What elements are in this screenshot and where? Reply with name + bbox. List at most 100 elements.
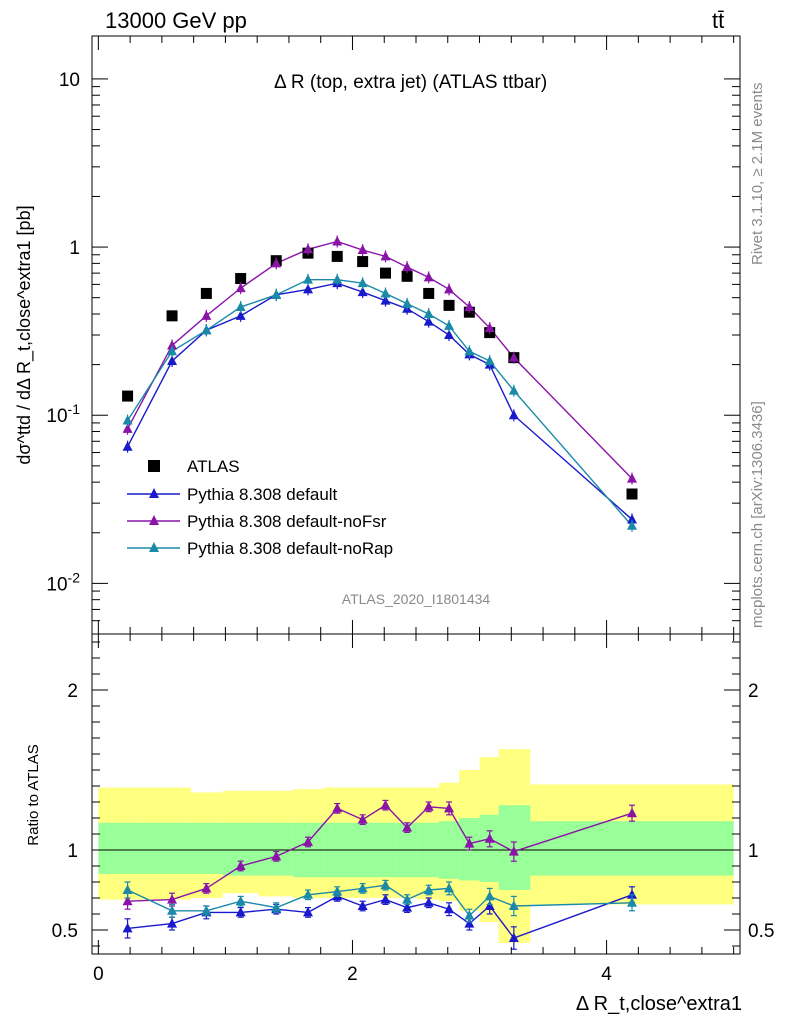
mc-data-point: [423, 308, 434, 318]
mc-data-point: [201, 324, 212, 335]
ratio-point: [464, 918, 475, 928]
ratio-point: [235, 860, 246, 870]
mc-data-point: [357, 286, 368, 297]
ratio-point: [627, 807, 637, 818]
legend-label: Pythia 8.308 default-noFsr: [187, 512, 387, 531]
mc-data-point: [627, 513, 637, 524]
ratio-y-tick-label-right: 2: [748, 681, 759, 702]
ratio-point: [444, 882, 455, 893]
legend-marker: [149, 542, 159, 552]
ratio-point: [122, 895, 133, 906]
ratio-point: [271, 850, 282, 861]
series-line-3: [126, 278, 633, 527]
ratio-y-tick-label-left: 2: [67, 681, 78, 702]
mc-data-point: [167, 355, 178, 366]
ratio-point: [235, 906, 246, 917]
ratio-point: [357, 900, 368, 910]
legend-label: ATLAS: [187, 457, 240, 476]
ratio-point: [380, 799, 391, 810]
mc-data-point: [380, 250, 391, 261]
mc-data-point: [235, 310, 246, 320]
atlas-data-point: [235, 273, 247, 285]
mc-data-point: [332, 235, 343, 246]
mc-data-point: [167, 339, 178, 350]
mc-data-point: [508, 385, 519, 395]
ratio-point: [332, 886, 343, 896]
atlas-data-point: [200, 287, 212, 299]
inner-band-bin: [191, 822, 223, 874]
legend-marker-atlas: [148, 460, 160, 472]
mc-data-point: [484, 355, 495, 366]
ratio-line-0: [127, 894, 633, 939]
mcplots-label: mcplots.cern.ch [arXiv:1306.3436]: [749, 401, 766, 628]
ratio-point: [402, 894, 413, 904]
legend-marker: [149, 488, 159, 498]
mc-data-point: [423, 316, 434, 326]
atlas-data-point: [443, 299, 455, 311]
ratio-point: [235, 895, 246, 906]
ratio-panel: 0.5 0.5 1 1 2 2 0 2 4 Ratio to ATLAS Δ R_t,clos…: [25, 633, 774, 1015]
ratio-point: [423, 801, 434, 811]
ratio-point: [423, 884, 434, 894]
ratio-point: [444, 903, 455, 914]
inner-band-bin: [98, 822, 143, 874]
mc-data-point: [380, 287, 391, 298]
x-tick-label: 2: [347, 964, 358, 985]
mc-data-point: [235, 301, 246, 312]
ratio-point: [122, 922, 133, 933]
y-tick-label: 10-2: [46, 569, 80, 595]
mc-data-point: [122, 423, 133, 433]
main-series-markers: [122, 235, 638, 532]
mc-data-point: [423, 271, 434, 282]
ratio-point: [423, 897, 434, 907]
ratio-point: [303, 906, 313, 917]
ratio-point: [357, 882, 368, 893]
rivet-label: Rivet 3.1.10, ≥ 2.1M events: [749, 83, 766, 266]
legend: ATLAS Pythia 8.308 default Pythia 8.308 de…: [127, 457, 393, 558]
ratio-point: [464, 910, 475, 920]
ratio-point: [444, 802, 455, 813]
ratio-point: [484, 900, 495, 910]
atlas-data-point: [380, 267, 392, 279]
ratio-point: [402, 902, 413, 912]
mc-data-point: [122, 441, 133, 451]
main-tick-labels: 10-2 10-1 1 10: [46, 70, 80, 595]
ratio-point: [271, 902, 282, 912]
ratio-line-2: [127, 884, 633, 917]
main-y-axis-label: dσ^ttd / dΔ R_t,close^extra1 [pb]: [14, 205, 35, 464]
ratio-point: [402, 822, 413, 832]
inner-band-bin: [142, 822, 192, 874]
main-series-lines: [126, 240, 633, 527]
main-panel: Δ R (top, extra jet) (ATLAS ttbar) 10-21…: [14, 35, 741, 635]
ratio-point: [627, 897, 637, 907]
mc-data-point: [444, 329, 455, 339]
atlas-data-point: [626, 488, 638, 500]
atlas-data-point: [423, 287, 435, 299]
mc-data-point: [303, 283, 313, 294]
main-axis-ticks: [92, 36, 740, 635]
inner-band-bin: [479, 814, 499, 882]
ratio-point: [167, 894, 178, 904]
x-tick-label: 0: [93, 964, 104, 985]
ratio-point: [332, 802, 343, 813]
atlas-data-point: [122, 390, 134, 402]
mc-data-point: [271, 289, 282, 299]
mc-data-point: [444, 320, 455, 330]
ratio-y-tick-label-right: 1: [748, 841, 759, 862]
ratio-point: [201, 882, 212, 893]
y-tick-label: 10: [59, 70, 80, 91]
ratio-y-tick-label-left: 0.5: [52, 921, 78, 942]
mc-data-point: [122, 415, 133, 425]
legend-label: Pythia 8.308 default-noRap: [187, 539, 393, 558]
x-tick-labels: 0 2 4: [93, 964, 612, 985]
mc-data-point: [271, 257, 282, 268]
mc-data-point: [402, 298, 413, 308]
mc-data-point: [508, 352, 519, 362]
mc-data-point: [167, 345, 178, 356]
atlas-data-point: [331, 250, 343, 262]
ratio-y-tick-label-right: 0.5: [748, 921, 774, 942]
ratio-point: [508, 846, 519, 856]
x-tick-label: 4: [601, 964, 612, 985]
inner-band-bin: [258, 822, 293, 876]
